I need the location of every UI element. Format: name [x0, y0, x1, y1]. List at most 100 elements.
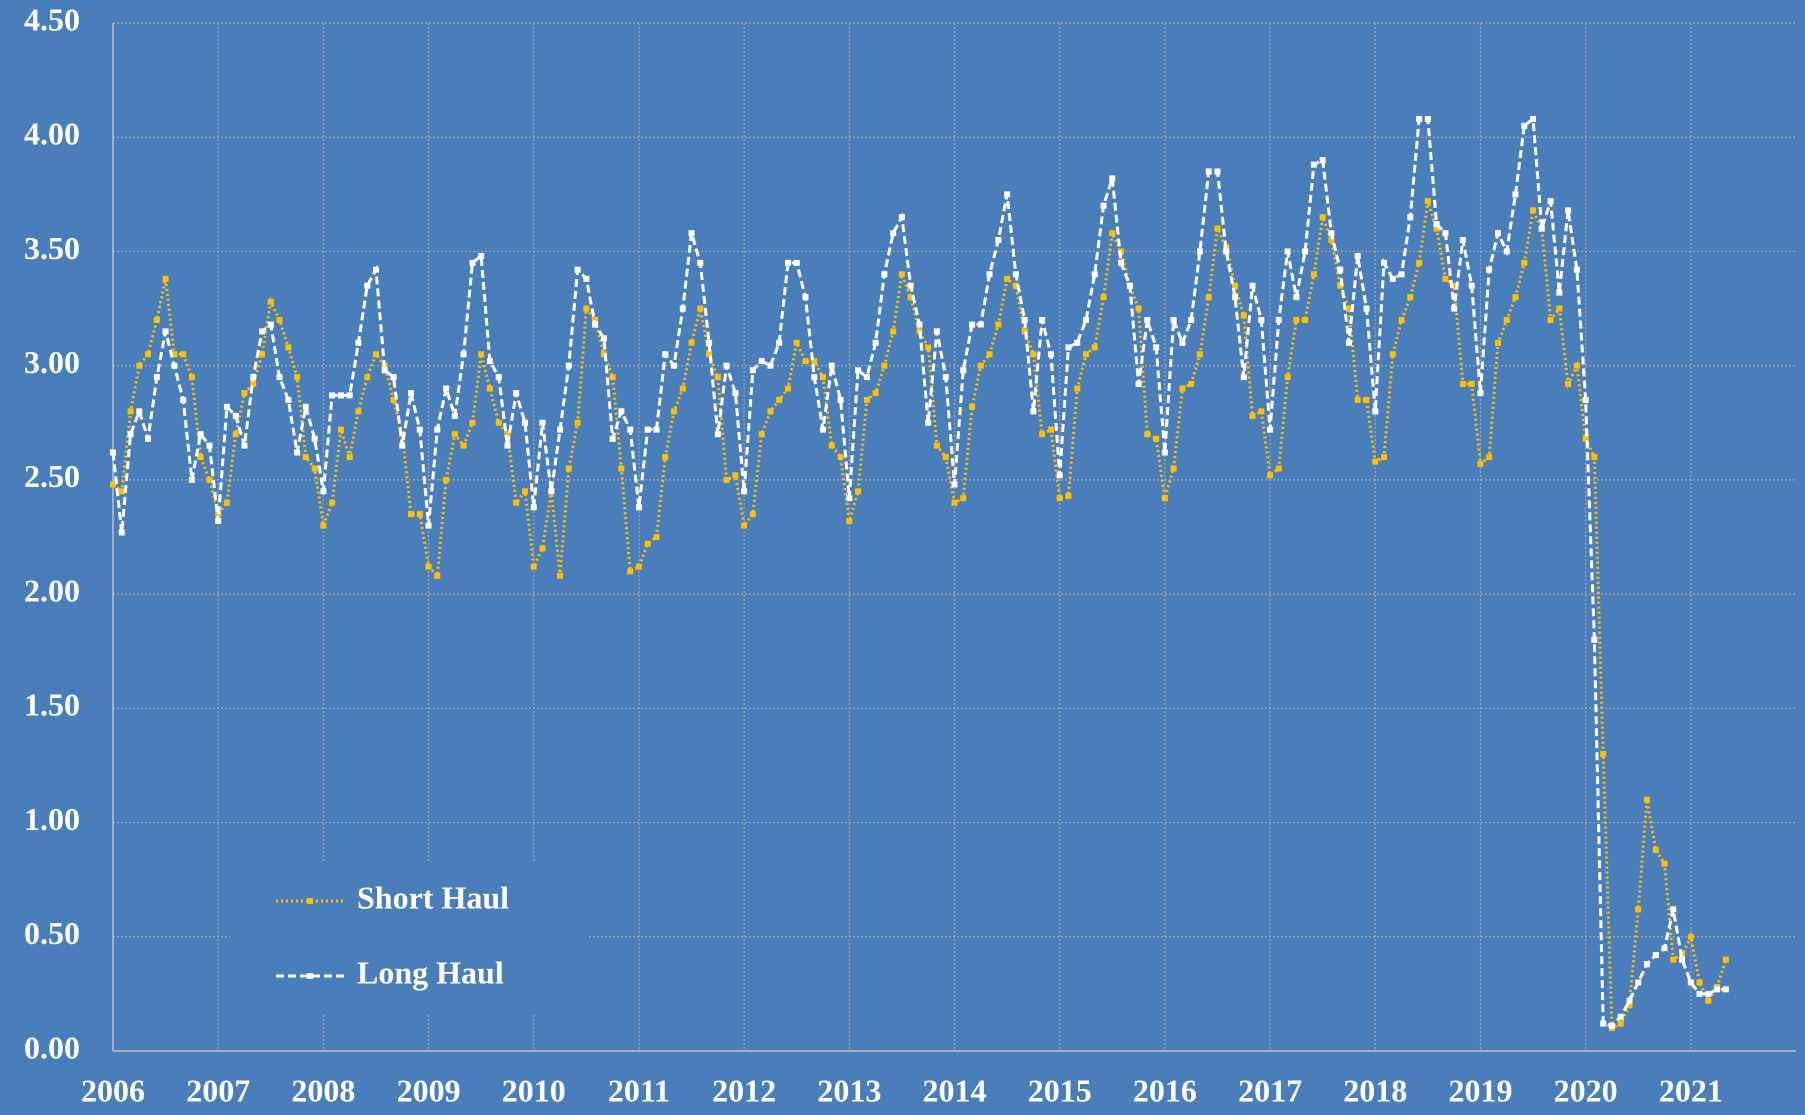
marker: [1407, 214, 1414, 221]
marker: [583, 305, 590, 312]
marker: [241, 442, 248, 449]
marker: [942, 374, 949, 381]
marker: [1661, 860, 1668, 867]
marker: [1188, 316, 1195, 323]
marker: [793, 339, 800, 346]
marker: [504, 431, 511, 438]
x-tick-label: 2018: [1343, 1072, 1407, 1108]
marker: [118, 488, 125, 495]
x-tick-label: 2020: [1554, 1072, 1618, 1108]
marker: [1652, 952, 1659, 959]
marker: [706, 339, 713, 346]
marker: [574, 419, 581, 426]
marker: [302, 403, 309, 410]
marker: [1565, 380, 1572, 387]
marker: [1451, 305, 1458, 312]
marker: [828, 442, 835, 449]
marker: [372, 351, 379, 358]
marker: [995, 321, 1002, 328]
marker: [977, 362, 984, 369]
marker: [1065, 492, 1072, 499]
marker: [828, 362, 835, 369]
marker: [855, 367, 862, 374]
legend-box: [230, 863, 587, 1013]
marker: [302, 454, 309, 461]
marker: [478, 253, 485, 260]
marker: [1267, 472, 1274, 479]
marker: [951, 499, 958, 506]
x-tick-label: 2008: [291, 1072, 355, 1108]
marker: [145, 351, 152, 358]
marker: [1012, 282, 1019, 289]
marker: [802, 294, 809, 301]
marker: [416, 426, 423, 433]
x-tick-label: 2017: [1238, 1072, 1302, 1108]
y-tick-label: 1.50: [24, 687, 80, 723]
marker: [1056, 472, 1063, 479]
marker: [460, 442, 467, 449]
marker: [1495, 230, 1502, 237]
marker: [881, 362, 888, 369]
marker: [898, 214, 905, 221]
marker: [635, 504, 642, 511]
marker: [223, 403, 230, 410]
marker: [1170, 316, 1177, 323]
marker: [872, 390, 879, 397]
marker: [1696, 990, 1703, 997]
marker: [1030, 351, 1037, 358]
x-tick-label: 2015: [1028, 1072, 1092, 1108]
marker: [1144, 431, 1151, 438]
marker: [635, 563, 642, 570]
x-tick-label: 2006: [81, 1072, 145, 1108]
marker: [162, 328, 169, 335]
marker: [390, 396, 397, 403]
marker: [855, 488, 862, 495]
x-tick-label: 2007: [186, 1072, 250, 1108]
marker: [1643, 796, 1650, 803]
marker: [1004, 275, 1011, 282]
marker: [1179, 339, 1186, 346]
marker: [1679, 956, 1686, 963]
marker: [1495, 339, 1502, 346]
marker: [259, 351, 266, 358]
marker: [127, 431, 134, 438]
marker: [346, 454, 353, 461]
marker: [425, 563, 432, 570]
marker: [1074, 385, 1081, 392]
marker: [1302, 316, 1309, 323]
marker: [320, 522, 327, 529]
marker: [732, 390, 739, 397]
marker: [539, 545, 546, 552]
marker: [1196, 248, 1203, 255]
marker: [960, 495, 967, 502]
marker: [1547, 198, 1554, 205]
marker: [811, 374, 818, 381]
marker: [478, 351, 485, 358]
legend-label: Short Haul: [357, 879, 509, 915]
x-tick-label: 2011: [608, 1072, 670, 1108]
marker: [1714, 986, 1721, 993]
marker: [337, 392, 344, 399]
marker: [557, 572, 564, 579]
marker: [495, 374, 502, 381]
marker: [1267, 426, 1274, 433]
marker: [1608, 1022, 1615, 1029]
marker: [767, 362, 774, 369]
marker: [802, 358, 809, 365]
marker: [513, 390, 520, 397]
marker: [1118, 259, 1125, 266]
marker: [1065, 344, 1072, 351]
marker: [241, 390, 248, 397]
marker: [1556, 289, 1563, 296]
marker: [1582, 396, 1589, 403]
marker: [320, 488, 327, 495]
marker: [1372, 408, 1379, 415]
marker: [627, 426, 634, 433]
marker: [960, 367, 967, 374]
marker: [697, 259, 704, 266]
marker: [1047, 351, 1054, 358]
marker: [1407, 294, 1414, 301]
marker: [679, 385, 686, 392]
marker: [1144, 316, 1151, 323]
marker: [153, 316, 160, 323]
